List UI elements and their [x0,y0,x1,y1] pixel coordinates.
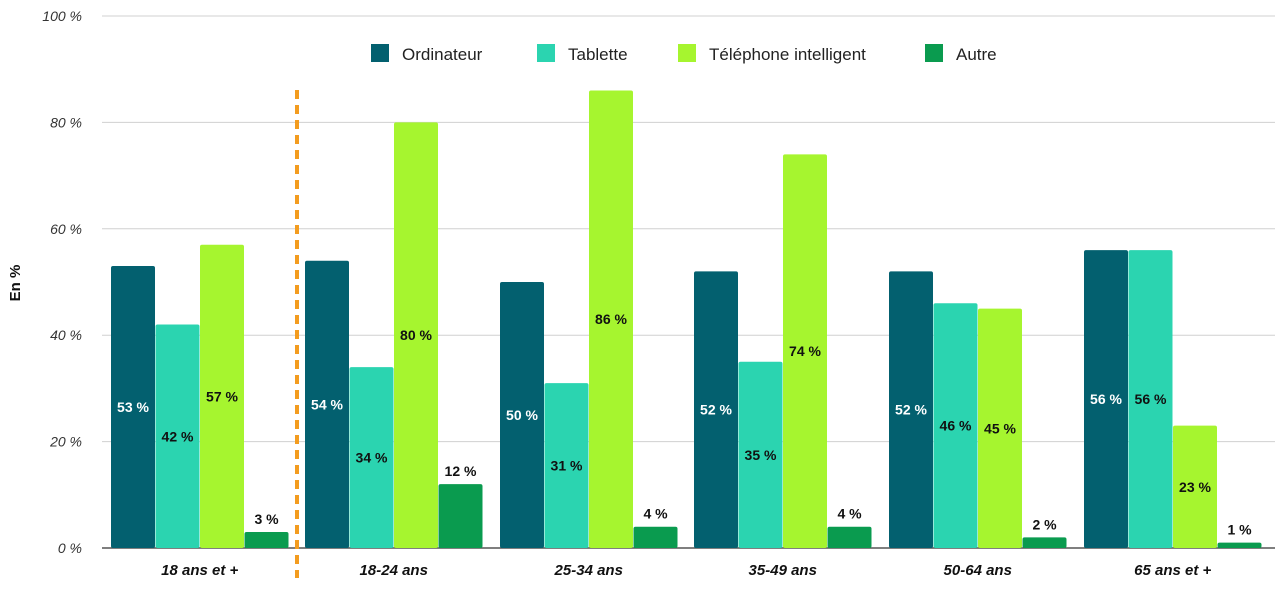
y-tick-label: 80 % [50,114,82,130]
bar [589,90,633,548]
bar [1217,542,1262,548]
data-label: 2 % [1032,516,1057,532]
bars [111,90,1262,549]
y-tick-label: 20 % [49,434,82,450]
data-label: 42 % [162,428,194,444]
y-tick-label: 60 % [50,221,82,237]
bar [500,282,544,548]
x-category-label: 65 ans et + [1134,562,1211,579]
bar [694,271,738,548]
data-label: 86 % [595,311,627,327]
data-label: 34 % [356,450,388,466]
data-labels: 53 % 42 % 57 % 3 % 54 % 34 % 80 % 12 % 50 % 31 % 8… [117,311,1252,537]
bar [827,526,872,548]
y-tick-label: 40 % [50,327,82,343]
legend-swatch [371,44,389,62]
bar [1173,425,1217,548]
data-label: 56 % [1090,391,1122,407]
legend-swatch [925,44,943,62]
y-axis-label: En % [7,265,24,302]
data-label: 52 % [700,402,732,418]
bar [633,526,678,548]
data-label: 23 % [1179,479,1211,495]
data-label: 53 % [117,399,149,415]
legend-label: Autre [956,45,997,64]
data-label: 57 % [206,388,238,404]
bar [889,271,933,548]
bar [544,383,589,548]
legend-swatch [537,44,555,62]
y-axis-ticks: 0 % 20 % 40 % 60 % 80 % 100 % [42,8,82,556]
y-tick-label: 100 % [42,8,82,24]
data-label: 4 % [643,506,668,522]
data-label: 74 % [789,343,821,359]
data-label: 56 % [1135,391,1167,407]
bar [200,244,244,548]
data-label: 4 % [837,506,862,522]
bar [438,484,483,548]
x-category-label: 35-49 ans [749,562,817,579]
bar [933,303,978,548]
legend-label: Téléphone intelligent [709,45,866,64]
x-category-label: 25-34 ans [554,562,623,579]
bar [783,154,827,548]
data-label: 1 % [1227,522,1252,538]
data-label: 12 % [445,463,477,479]
x-axis-categories: 18 ans et + 18-24 ans 25-34 ans 35-49 ans 50… [161,562,1211,579]
data-label: 46 % [940,418,972,434]
bar [349,367,394,548]
legend-label: Ordinateur [402,45,483,64]
data-label: 45 % [984,420,1016,436]
data-label: 31 % [551,458,583,474]
x-category-label: 18 ans et + [161,562,238,579]
bar [244,532,289,548]
bar [155,324,200,548]
data-label: 3 % [254,511,279,527]
bar [1022,537,1067,548]
data-label: 52 % [895,402,927,418]
legend-label: Tablette [568,45,628,64]
bar [111,266,155,548]
legend-swatch [678,44,696,62]
bar [394,122,438,549]
data-label: 35 % [745,447,777,463]
data-label: 80 % [400,327,432,343]
data-label: 54 % [311,396,343,412]
legend: Ordinateur Tablette Téléphone intelligent A… [371,44,997,64]
bar [978,308,1022,548]
x-category-label: 18-24 ans [360,562,428,579]
bar [1084,250,1128,548]
bar [738,361,783,548]
data-label: 50 % [506,407,538,423]
bar [305,260,349,548]
y-tick-label: 0 % [58,540,82,556]
x-category-label: 50-64 ans [944,562,1012,579]
bar [1128,250,1173,548]
